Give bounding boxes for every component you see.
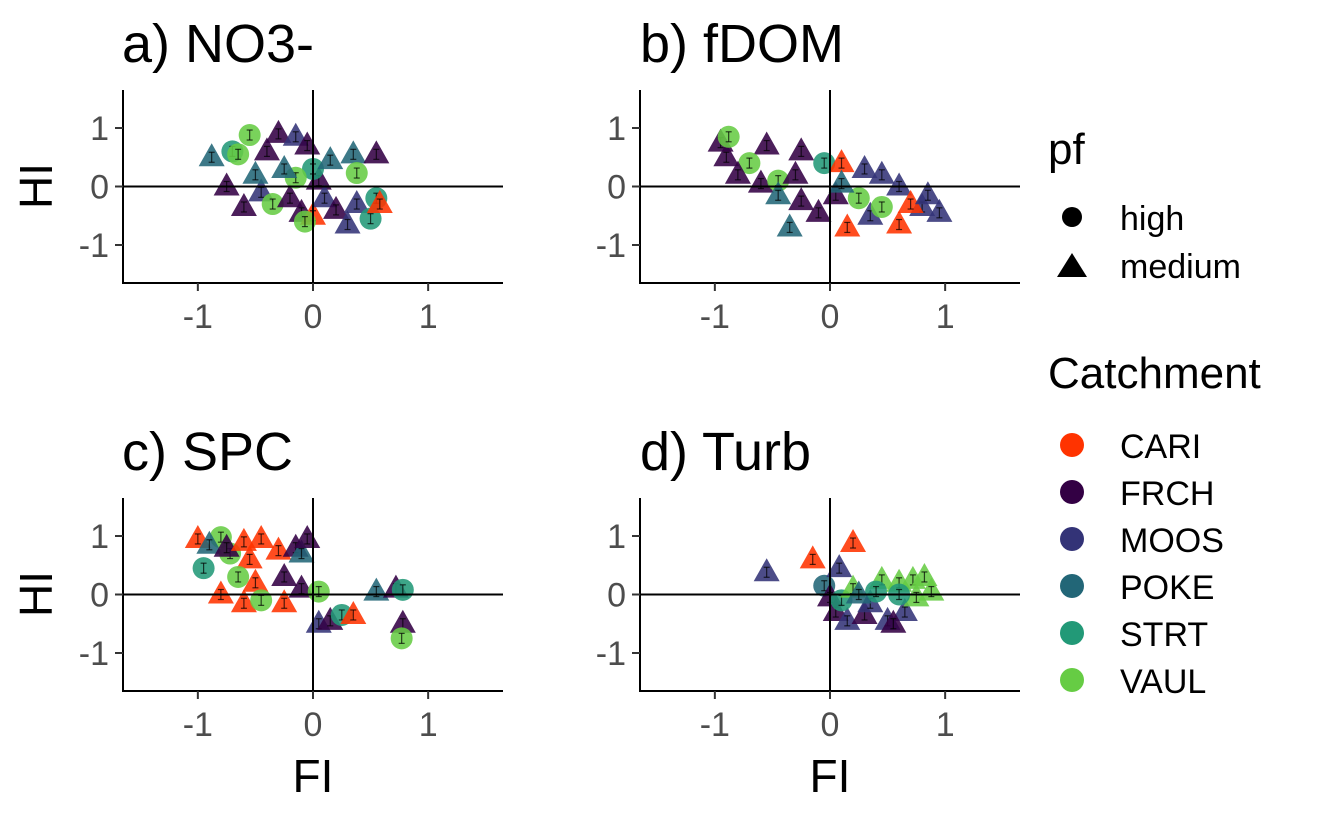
- legend-label-cari: CARI: [1120, 428, 1201, 466]
- y-tick-label: -1: [596, 227, 626, 265]
- y-tick-label: 1: [607, 518, 626, 556]
- legend-swatch-frch: [1060, 480, 1084, 504]
- legend-swatch-cari: [1060, 433, 1084, 457]
- y-tick-label: 0: [607, 577, 626, 615]
- scatter-panel-turb: -1 0 1 -1 0 1: [596, 498, 1020, 744]
- scatter-panel-fdom: -1 0 1 -1 0 1: [596, 90, 1020, 336]
- x-tick-label: 1: [936, 298, 955, 336]
- legend-shape-label-medium: medium: [1120, 248, 1241, 286]
- x-tick-label: 0: [821, 298, 840, 336]
- y-tick-label: 1: [607, 110, 626, 148]
- legend-shape-label-high: high: [1120, 200, 1184, 238]
- y-tick-label: 0: [90, 169, 109, 207]
- panel-title-d: d) Turb: [640, 422, 811, 482]
- x-tick-label: 1: [419, 298, 438, 336]
- legend-swatch-strt: [1060, 621, 1084, 645]
- scatter-panel-no3: -1 0 1 -1 0 1: [79, 90, 503, 336]
- x-tick-label: -1: [183, 298, 213, 336]
- x-axis-title-d: FI: [810, 750, 851, 802]
- panel-title-b: b) fDOM: [640, 14, 844, 74]
- panel-title-c: c) SPC: [122, 422, 293, 482]
- y-axis-title-a: HI: [10, 163, 62, 209]
- legend-swatch-moos: [1060, 527, 1084, 551]
- legend-label-poke: POKE: [1120, 569, 1214, 607]
- legend-swatch-vaul: [1060, 668, 1084, 692]
- legend-color-title: Catchment: [1048, 349, 1261, 398]
- x-tick-label: 0: [304, 298, 323, 336]
- legend-label-vaul: VAUL: [1120, 663, 1206, 701]
- legend-circle-icon: [1062, 207, 1082, 227]
- x-tick-label: -1: [700, 706, 730, 744]
- legend-shape: pf high medium: [1048, 125, 1241, 286]
- x-axis-title-c: FI: [293, 750, 334, 802]
- legend-label-strt: STRT: [1120, 616, 1208, 654]
- y-tick-label: -1: [596, 635, 626, 673]
- x-tick-label: -1: [700, 298, 730, 336]
- y-tick-label: 1: [90, 110, 109, 148]
- x-tick-label: 0: [821, 706, 840, 744]
- y-tick-label: 1: [90, 518, 109, 556]
- x-tick-label: 0: [304, 706, 323, 744]
- x-tick-label: 1: [419, 706, 438, 744]
- y-tick-label: 0: [607, 169, 626, 207]
- legend-swatch-poke: [1060, 574, 1084, 598]
- y-tick-label: -1: [79, 227, 109, 265]
- x-tick-label: 1: [936, 706, 955, 744]
- y-tick-label: 0: [90, 577, 109, 615]
- legend-triangle-icon: [1057, 253, 1087, 277]
- legend-label-frch: FRCH: [1120, 475, 1214, 513]
- y-tick-label: -1: [79, 635, 109, 673]
- panel-title-a: a) NO3-: [122, 14, 314, 74]
- legend-color: Catchment CARI FRCH MOOS POKE STRT VAUL: [1048, 349, 1261, 701]
- legend-shape-title: pf: [1048, 125, 1085, 174]
- scatter-panel-spc: -1 0 1 -1 0 1: [79, 498, 503, 744]
- legend-label-moos: MOOS: [1120, 522, 1224, 560]
- x-tick-label: -1: [183, 706, 213, 744]
- y-axis-title-c: HI: [10, 571, 62, 617]
